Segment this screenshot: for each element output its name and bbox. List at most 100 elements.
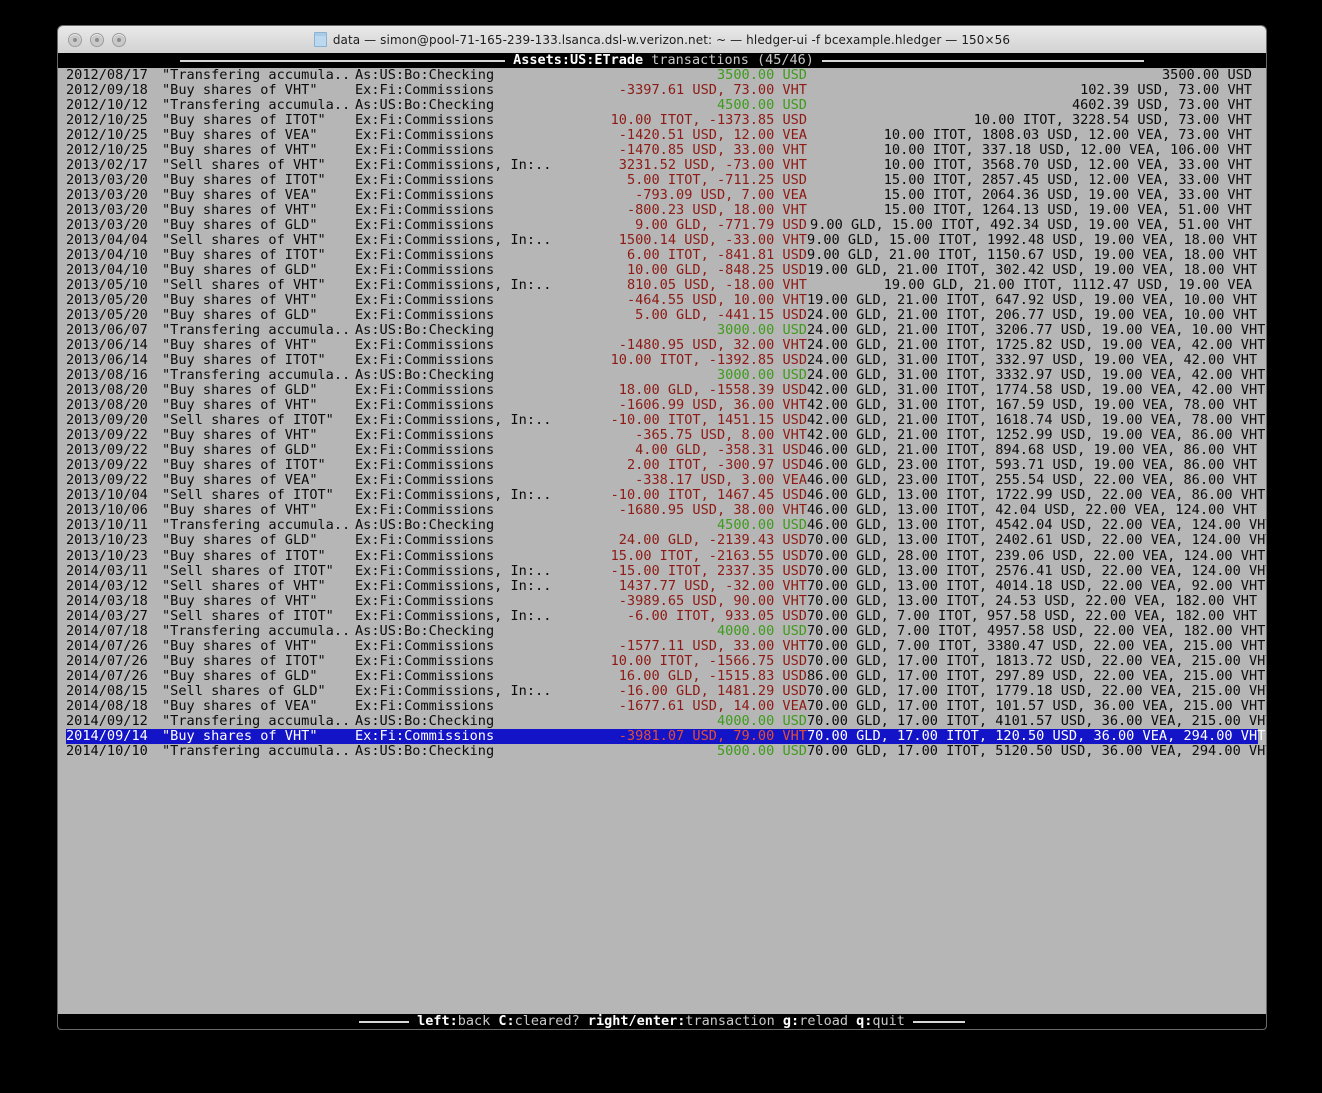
cell-date: 2013/03/20 xyxy=(66,187,148,204)
cell-description: "Buy shares of GLD" xyxy=(162,667,318,684)
table-row[interactable]: 2013/09/20 "Sell shares of ITOT" Ex:Fi:Com… xyxy=(66,412,1266,429)
minimize-button[interactable] xyxy=(90,32,104,47)
footer-key-cleared?[interactable]: C: xyxy=(498,1014,515,1029)
cell-date: 2013/08/20 xyxy=(66,397,148,414)
table-row[interactable]: 2013/09/22 "Buy shares of ITOT" Ex:Fi:Comm… xyxy=(66,458,1258,473)
table-row[interactable]: 2013/08/20 "Buy shares of GLD" Ex:Fi:Commi… xyxy=(66,383,1265,398)
window-controls[interactable] xyxy=(68,32,126,47)
footer-key-reload[interactable]: g: xyxy=(782,1014,800,1029)
cell-amount: 4500.00 USD xyxy=(716,517,807,534)
table-row[interactable]: 2013/04/04 "Sell shares of VHT" Ex:Fi:Comm… xyxy=(66,233,1258,248)
table-row[interactable]: 2013/10/23 "Buy shares of ITOT" Ex:Fi:Comm… xyxy=(66,548,1265,564)
cell-account: Ex:Fi:Commissions xyxy=(355,172,495,189)
cell-account: Ex:Fi:Commissions xyxy=(355,472,495,489)
footer-rule-right xyxy=(912,1020,965,1023)
cell-balance: 15.00 ITOT, 2857.45 USD, 12.00 VEA, 33.0… xyxy=(883,172,1252,189)
cell-balance: 70.00 GLD, 7.00 ITOT, 3380.47 USD, 22.00… xyxy=(807,637,1266,654)
table-row[interactable]: 2012/08/17 "Transfering accumula.. As:US:B… xyxy=(66,68,1258,83)
cell-amount: 3231.52 USD, -73.00 VHT xyxy=(618,157,807,174)
table-row[interactable]: 2013/08/20 "Buy shares of VHT" Ex:Fi:Commi… xyxy=(66,398,1258,413)
header-count: (45/46) xyxy=(756,53,814,68)
cell-balance: 19.00 GLD, 21.00 ITOT, 302.42 USD, 19.00… xyxy=(807,262,1258,279)
table-row[interactable]: 2014/09/14 "Buy shares of VHT" Ex:Fi:Commi… xyxy=(66,728,1265,744)
window-titlebar[interactable]: data — simon@pool-71-165-239-133.lsanca.… xyxy=(58,26,1266,54)
table-row[interactable]: 2014/03/12 "Sell shares of VHT" Ex:Fi:Comm… xyxy=(66,578,1265,594)
table-row[interactable]: 2014/03/27 "Sell shares of ITOT" Ex:Fi:Com… xyxy=(66,608,1258,624)
table-row[interactable]: 2012/10/25 "Buy shares of VHT" Ex:Fi:Commi… xyxy=(66,143,1258,158)
table-row[interactable]: 2012/10/25 "Buy shares of VEA" Ex:Fi:Commi… xyxy=(66,128,1258,143)
table-row[interactable]: 2012/10/12 "Transfering accumula.. As:US:B… xyxy=(66,98,1258,113)
table-row[interactable]: 2013/10/04 "Sell shares of ITOT" Ex:Fi:Com… xyxy=(66,487,1265,504)
cell-description: "Buy shares of VEA" xyxy=(162,127,318,144)
footer-key-quit[interactable]: q: xyxy=(856,1014,873,1029)
cell-balance: 46.00 GLD, 13.00 ITOT, 4542.04 USD, 22.0… xyxy=(807,517,1266,534)
cell-account: Ex:Fi:Commissions xyxy=(355,262,495,279)
cell-date: 2013/08/16 xyxy=(66,367,148,384)
cell-amount: 5.00 GLD, -441.15 USD xyxy=(635,307,807,324)
table-row[interactable]: 2013/03/20 "Buy shares of ITOT" Ex:Fi:Comm… xyxy=(66,173,1258,188)
footer-key-back[interactable]: left: xyxy=(417,1014,458,1029)
header-account: Assets:US:ETrade xyxy=(513,53,644,68)
table-row[interactable]: 2013/03/20 "Buy shares of VEA" Ex:Fi:Commi… xyxy=(66,188,1258,203)
cell-date: 2014/08/15 xyxy=(66,682,148,699)
table-row[interactable]: 2014/08/18 "Buy shares of VEA" Ex:Fi:Commi… xyxy=(66,697,1266,714)
cell-amount: 9.00 GLD, -771.79 USD xyxy=(635,217,807,234)
cell-amount: 4000.00 USD xyxy=(716,622,807,639)
table-row[interactable]: 2014/10/10 "Transfering accumula.. As:US:B… xyxy=(66,742,1266,759)
table-row[interactable]: 2014/09/12 "Transfering accumula.. As:US:B… xyxy=(66,712,1266,729)
table-row[interactable]: 2013/10/11 "Transfering accumula.. As:US:B… xyxy=(66,517,1266,534)
table-row[interactable]: 2013/04/10 "Buy shares of ITOT" Ex:Fi:Comm… xyxy=(66,248,1258,263)
cell-account: Ex:Fi:Commissions xyxy=(355,532,495,549)
table-row[interactable]: 2013/03/20 "Buy shares of GLD" Ex:Fi:Commi… xyxy=(66,218,1258,233)
table-row[interactable]: 2014/08/15 "Sell shares of GLD" Ex:Fi:Comm… xyxy=(66,682,1266,699)
cell-balance: 24.00 GLD, 21.00 ITOT, 1725.82 USD, 19.0… xyxy=(807,337,1266,354)
transactions-list[interactable]: 2012/08/17 "Transfering accumula.. As:US:B… xyxy=(58,68,1266,1014)
table-row[interactable]: 2013/03/20 "Buy shares of VHT" Ex:Fi:Commi… xyxy=(66,203,1258,218)
zoom-button[interactable] xyxy=(112,32,126,47)
table-row[interactable]: 2013/08/16 "Transfering accumula.. As:US:B… xyxy=(66,367,1265,384)
table-row[interactable]: 2014/07/26 "Buy shares of ITOT" Ex:Fi:Comm… xyxy=(66,653,1266,669)
cell-balance: 70.00 GLD, 17.00 ITOT, 101.57 USD, 36.00… xyxy=(807,697,1266,714)
cell-balance: 70.00 GLD, 13.00 ITOT, 24.53 USD, 22.00 … xyxy=(807,592,1258,609)
table-row[interactable]: 2013/02/17 "Sell shares of VHT" Ex:Fi:Comm… xyxy=(66,158,1258,173)
table-row[interactable]: 2013/09/22 "Buy shares of VEA" Ex:Fi:Commi… xyxy=(66,473,1258,488)
table-row[interactable]: 2014/07/18 "Transfering accumula.. As:US:B… xyxy=(66,622,1265,639)
cell-description: "Sell shares of VHT" xyxy=(162,277,326,294)
table-row[interactable]: 2013/06/14 "Buy shares of VHT" Ex:Fi:Commi… xyxy=(66,337,1266,354)
footer-action-reload: reload xyxy=(799,1014,857,1029)
cell-balance: 46.00 GLD, 21.00 ITOT, 894.68 USD, 19.00… xyxy=(807,442,1258,459)
close-button[interactable] xyxy=(68,32,82,47)
cell-account: Ex:Fi:Commissions xyxy=(355,82,495,99)
cell-balance: 46.00 GLD, 13.00 ITOT, 42.04 USD, 22.00 … xyxy=(807,502,1258,519)
table-row[interactable]: 2013/05/20 "Buy shares of VHT" Ex:Fi:Commi… xyxy=(66,293,1258,308)
table-row[interactable]: 2013/05/10 "Sell shares of VHT" Ex:Fi:Comm… xyxy=(66,278,1258,293)
cell-date: 2014/07/18 xyxy=(66,622,148,639)
table-row[interactable]: 2013/09/22 "Buy shares of GLD" Ex:Fi:Commi… xyxy=(66,443,1258,458)
table-row[interactable]: 2014/07/26 "Buy shares of VHT" Ex:Fi:Commi… xyxy=(66,637,1266,654)
table-row[interactable]: 2013/10/23 "Buy shares of GLD" Ex:Fi:Commi… xyxy=(66,532,1266,549)
table-row[interactable]: 2013/10/06 "Buy shares of VHT" Ex:Fi:Commi… xyxy=(66,503,1258,518)
cell-account: Ex:Fi:Commissions, In:.. xyxy=(355,562,552,579)
table-row[interactable]: 2013/05/20 "Buy shares of GLD" Ex:Fi:Commi… xyxy=(66,308,1258,323)
cell-balance: 42.00 GLD, 21.00 ITOT, 1618.74 USD, 19.0… xyxy=(807,412,1266,429)
table-row[interactable]: 2012/09/18 "Buy shares of VHT" Ex:Fi:Commi… xyxy=(66,82,1258,99)
table-row[interactable]: 2013/09/22 "Buy shares of VHT" Ex:Fi:Commi… xyxy=(66,428,1265,443)
table-row[interactable]: 2013/04/10 "Buy shares of GLD" Ex:Fi:Commi… xyxy=(66,263,1258,278)
cell-description: "Transfering accumula.. xyxy=(162,712,351,729)
table-row[interactable]: 2013/06/07 "Transfering accumula.. As:US:B… xyxy=(66,322,1266,339)
footer-key-transaction[interactable]: right/enter: xyxy=(587,1014,686,1029)
cell-description: "Buy shares of VHT" xyxy=(162,292,318,309)
cell-description: "Buy shares of ITOT" xyxy=(162,112,326,129)
table-row[interactable]: 2012/10/25 "Buy shares of ITOT" Ex:Fi:Comm… xyxy=(66,113,1258,128)
table-row[interactable]: 2013/06/14 "Buy shares of ITOT" Ex:Fi:Comm… xyxy=(66,353,1258,368)
cell-date: 2013/10/11 xyxy=(66,517,148,534)
cell-date: 2013/04/04 xyxy=(66,232,148,249)
cell-description: "Sell shares of ITOT" xyxy=(162,487,334,504)
footer-keybindings[interactable]: left:back C:cleared? right/enter:transac… xyxy=(409,1014,913,1029)
table-row[interactable]: 2014/03/18 "Buy shares of VHT" Ex:Fi:Commi… xyxy=(66,592,1258,609)
cell-description: "Transfering accumula.. xyxy=(162,742,351,759)
cell-balance: 24.00 GLD, 21.00 ITOT, 3206.77 USD, 19.0… xyxy=(807,322,1266,339)
cell-amount: -1480.95 USD, 32.00 VHT xyxy=(618,337,807,354)
table-row[interactable]: 2014/03/11 "Sell shares of ITOT" Ex:Fi:Com… xyxy=(66,562,1266,579)
table-row[interactable]: 2014/07/26 "Buy shares of GLD" Ex:Fi:Commi… xyxy=(66,667,1265,684)
